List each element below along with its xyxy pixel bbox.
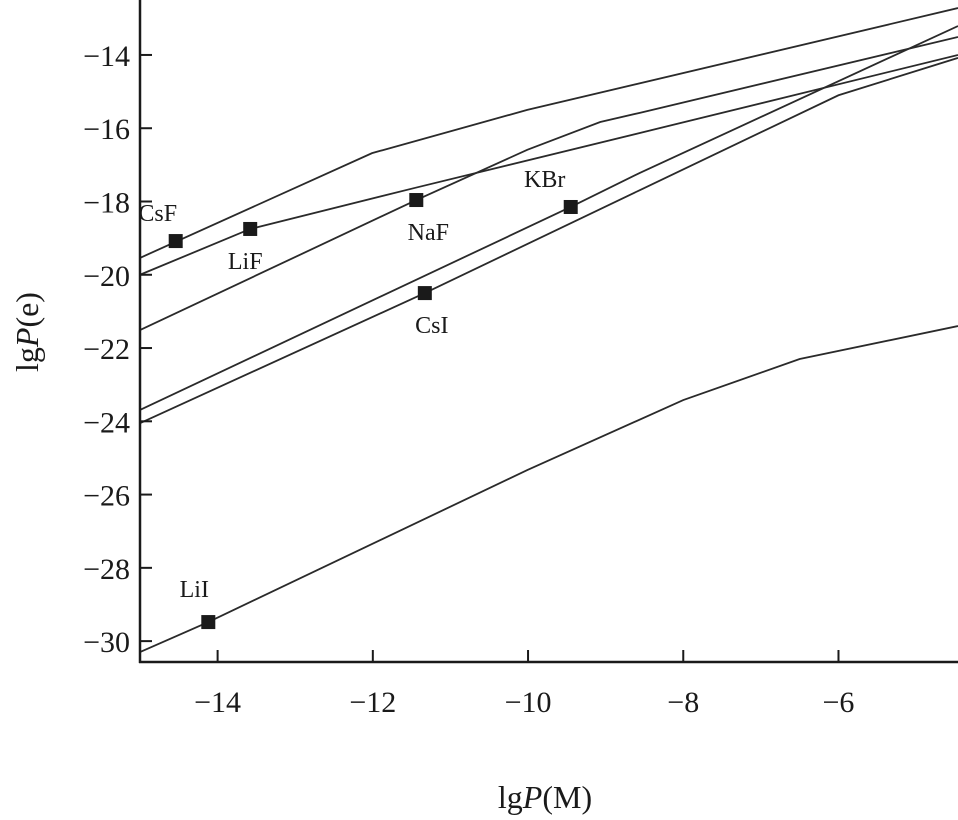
y-tick-label: −28 bbox=[83, 553, 130, 586]
point-label-csf: CsF bbox=[138, 201, 177, 227]
point-label-naf: NaF bbox=[408, 220, 449, 246]
point-label-lif: LiF bbox=[228, 249, 263, 275]
y-axis-label: lgP(e) bbox=[9, 292, 45, 372]
y-tick-label: −18 bbox=[83, 186, 130, 219]
data-point-csf bbox=[168, 234, 183, 249]
y-tick-label: −22 bbox=[83, 333, 130, 366]
series-line-naf bbox=[139, 36, 958, 331]
x-tick-label: −10 bbox=[505, 686, 552, 719]
data-point-kbr bbox=[563, 199, 578, 214]
series-line-lif bbox=[139, 54, 958, 276]
y-tick-label: −16 bbox=[83, 113, 130, 146]
x-tick-label: −12 bbox=[349, 686, 396, 719]
y-tick-label: −30 bbox=[83, 626, 130, 659]
x-tick-label: −14 bbox=[194, 686, 241, 719]
series-line-kbr bbox=[139, 25, 958, 411]
x-tick-label: −6 bbox=[823, 686, 855, 719]
x-axis-label: lgP(M) bbox=[498, 779, 592, 815]
point-label-csi: CsI bbox=[415, 313, 448, 339]
series-line-csi bbox=[139, 57, 958, 424]
series-markers: CsF LiF NaF KBr CsI LiI bbox=[138, 167, 578, 630]
axes: −14 −12 −10 −8 −6 −14 −16 −18 −20 −22 −24 −26 −28 −30 bbox=[83, 0, 958, 719]
data-point-lii bbox=[201, 615, 216, 630]
series-line-csf bbox=[139, 7, 958, 259]
y-tick-label: −24 bbox=[83, 406, 130, 439]
data-point-lif bbox=[243, 221, 258, 236]
point-label-lii: LiI bbox=[180, 577, 209, 603]
y-tick-label: −26 bbox=[83, 480, 130, 513]
point-label-kbr: KBr bbox=[524, 167, 565, 193]
y-tick-label: −20 bbox=[83, 260, 130, 293]
data-point-csi bbox=[417, 286, 432, 301]
series-lines bbox=[139, 7, 958, 653]
y-tick-label: −14 bbox=[83, 40, 130, 73]
data-point-naf bbox=[409, 193, 424, 208]
x-tick-label: −8 bbox=[667, 686, 699, 719]
series-line-lii bbox=[139, 325, 958, 653]
